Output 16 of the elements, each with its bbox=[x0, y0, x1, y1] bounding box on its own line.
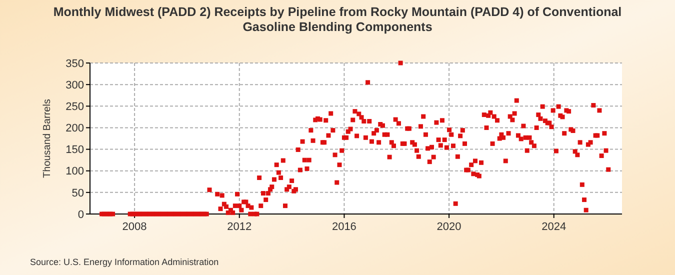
y-axis-title: Thousand Barrels bbox=[42, 99, 53, 178]
y-tick-label: 150 bbox=[66, 144, 84, 156]
y-tick-label: 50 bbox=[72, 187, 84, 200]
y-tick-label: 0 bbox=[78, 208, 84, 221]
chart-title: Monthly Midwest (PADD 2) Receipts by Pipeline from Rocky Mountain (PADD 4) of Conventional Gasoline Blending Components bbox=[53, 5, 622, 34]
x-tick-label: 2012 bbox=[227, 221, 252, 233]
y-tick-label: 100 bbox=[66, 166, 84, 178]
x-tick-label: 2024 bbox=[542, 221, 566, 233]
x-tick-label: 2016 bbox=[332, 221, 356, 233]
y-tick-label: 200 bbox=[66, 122, 84, 135]
x-tick-label: 2008 bbox=[122, 221, 147, 233]
y-tick-label: 350 bbox=[66, 58, 84, 70]
x-tick-label: 2020 bbox=[436, 221, 462, 233]
y-tick-label: 300 bbox=[66, 79, 84, 92]
y-tick-label: 250 bbox=[66, 100, 84, 113]
source-note: Source: U.S. Energy Information Administration bbox=[30, 257, 219, 267]
